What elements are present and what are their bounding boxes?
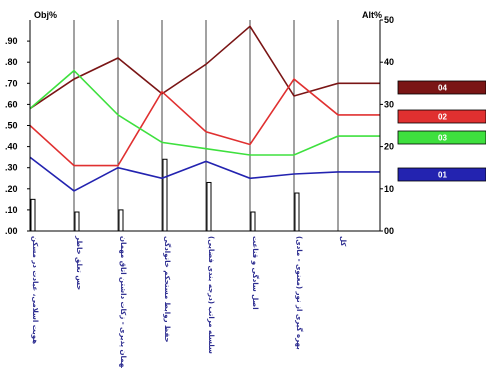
bar <box>207 182 211 231</box>
left-tick-label: .20 <box>5 184 18 194</box>
category-label: کل <box>339 236 347 247</box>
left-tick-label: .40 <box>5 142 18 152</box>
bar <box>251 212 255 231</box>
series-line-02 <box>30 79 380 166</box>
left-tick-label: .70 <box>5 78 18 88</box>
left-tick-label: .10 <box>5 205 18 215</box>
category-label: هویت اسلامی، عبادت در مسکن <box>31 236 39 344</box>
bar <box>163 159 167 231</box>
right-tick-label: 10 <box>384 184 394 194</box>
right-tick-label: 00 <box>384 226 394 236</box>
category-label: مهمان پذیری - زکات داشتن اتاق مهمان <box>119 236 127 368</box>
legend-label-04: 04 <box>438 84 447 93</box>
right-tick-label: 40 <box>384 57 394 67</box>
right-tick-label: 50 <box>384 15 394 25</box>
series-line-01 <box>30 157 380 191</box>
right-axis-ticks: 00 10 20 30 40 50 <box>380 15 394 236</box>
left-tick-label: .50 <box>5 121 18 131</box>
category-label: حس تعلق خاطر <box>75 235 83 290</box>
line-series <box>30 26 380 191</box>
series-line-04 <box>30 26 380 108</box>
left-axis-ticks: .00 .10 .20 .30 .40 .50 .60 .70 .80 .90 <box>5 36 30 236</box>
category-label: بهره گیری از نور (معنوی - مادی) <box>295 236 304 350</box>
bar <box>31 199 35 231</box>
bar <box>119 210 123 231</box>
left-tick-label: .60 <box>5 99 18 109</box>
bar <box>75 212 79 231</box>
left-tick-label: .80 <box>5 57 18 67</box>
right-tick-label: 20 <box>384 142 394 152</box>
category-label: حفظ روابط مستحکم خانوادگی <box>163 236 172 343</box>
left-tick-label: .30 <box>5 163 18 173</box>
legend-label-02: 02 <box>438 113 447 122</box>
bar <box>295 193 299 231</box>
left-tick-label: .00 <box>5 226 18 236</box>
axes <box>30 20 380 231</box>
category-label: سلسله مراتب (درجه بندی فضایی) <box>207 236 215 354</box>
left-axis-label: Obj% <box>34 10 57 20</box>
legend-label-03: 03 <box>438 134 447 143</box>
category-label: اصل سادگی و قناعت <box>251 236 260 310</box>
right-tick-label: 30 <box>384 99 394 109</box>
right-axis-label: Alt% <box>362 10 382 20</box>
legend: 04 02 03 01 <box>398 81 486 181</box>
legend-label-01: 01 <box>438 171 447 180</box>
left-tick-label: .90 <box>5 36 18 46</box>
series-line-03 <box>30 71 380 155</box>
bar-series <box>31 159 299 231</box>
category-labels: هویت اسلامی، عبادت در مسکن حس تعلق خاطر مه… <box>31 235 347 368</box>
